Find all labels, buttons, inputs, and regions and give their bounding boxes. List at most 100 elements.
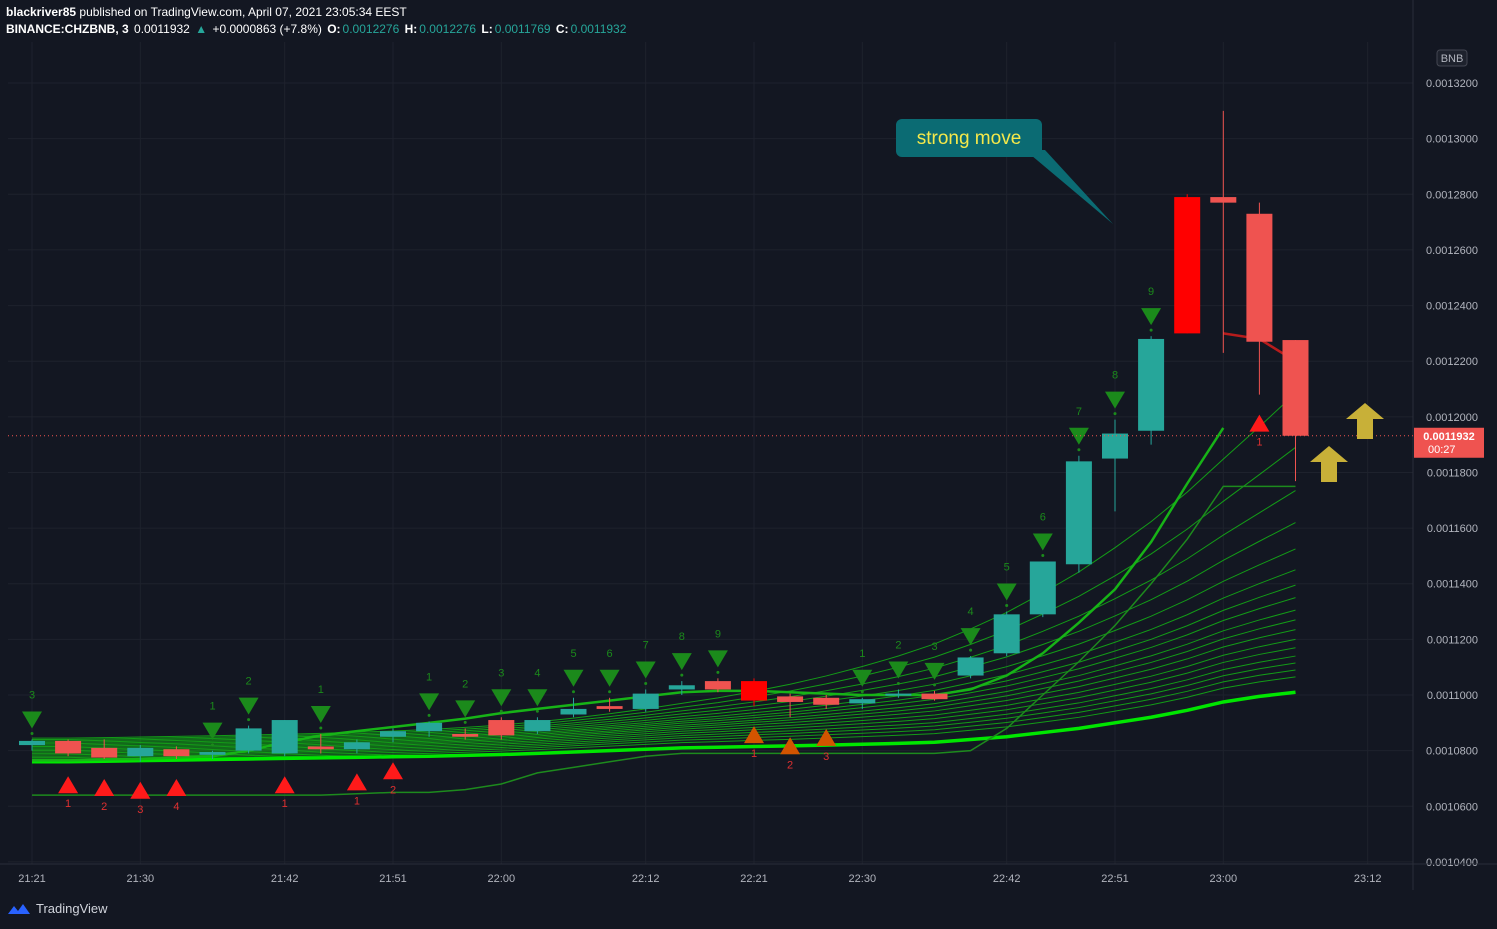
y-tick-label: 0.0013200 — [1426, 78, 1478, 90]
candle-body[interactable] — [1138, 338, 1165, 431]
buy-signal-triangle — [130, 781, 151, 799]
candle-body[interactable] — [416, 722, 443, 732]
x-tick-label: 22:12 — [632, 873, 660, 885]
annotation-callout-box[interactable] — [896, 119, 1042, 157]
candle-body[interactable] — [849, 699, 876, 704]
candle-body[interactable] — [19, 740, 45, 746]
signal-dot — [860, 690, 864, 694]
candle-body[interactable] — [1102, 433, 1128, 459]
buy-signal-triangle — [780, 737, 801, 755]
candle-body[interactable] — [127, 747, 154, 757]
signal-dot — [211, 743, 214, 747]
candle-body[interactable] — [55, 740, 82, 754]
sell-signal-triangle — [419, 693, 440, 711]
sell-signal-triangle — [202, 722, 223, 740]
candle-body[interactable] — [199, 752, 226, 755]
candle-body[interactable] — [91, 747, 118, 758]
signal-dot — [1041, 553, 1045, 557]
candle-body[interactable] — [1065, 461, 1092, 565]
close-value: 0.0011932 — [570, 22, 627, 36]
x-tick-label: 22:00 — [488, 873, 516, 885]
candle-body[interactable] — [1174, 197, 1201, 334]
signal-dot — [247, 718, 251, 722]
signal-dot — [30, 732, 34, 736]
sell-signal-count: 1 — [209, 701, 215, 713]
candle-body[interactable] — [524, 720, 551, 732]
buy-signal-count: 2 — [787, 759, 793, 771]
candle-body[interactable] — [957, 657, 984, 676]
candle-body[interactable] — [777, 696, 804, 702]
candles[interactable] — [19, 110, 1309, 762]
last-price-badge[interactable] — [1414, 427, 1484, 458]
publisher-name[interactable]: blackriver85 — [6, 5, 77, 19]
sell-signal-count: 6 — [607, 648, 613, 660]
y-tick-label: 0.0010600 — [1426, 801, 1478, 813]
candle-body[interactable] — [668, 685, 695, 690]
candle-body[interactable] — [596, 706, 623, 709]
candle-body[interactable] — [993, 614, 1020, 654]
low-label: L: — [481, 22, 493, 36]
sell-signal-count: 3 — [931, 641, 937, 653]
sell-signal-count: 4 — [534, 667, 540, 679]
candle-body[interactable] — [380, 731, 406, 737]
candle-body[interactable] — [343, 742, 370, 750]
candle-body[interactable] — [163, 749, 190, 757]
sell-signal-count: 8 — [1112, 370, 1118, 382]
last-price: 0.0011932 — [134, 22, 190, 36]
candle-body[interactable] — [271, 720, 298, 754]
sell-signal-triangle — [599, 669, 620, 687]
tradingview-logo[interactable]: TradingView — [6, 901, 108, 916]
low-value: 0.0011769 — [494, 22, 551, 36]
y-tick-label: 0.0011000 — [1427, 690, 1478, 702]
y-tick-label: 0.0011200 — [1427, 634, 1478, 646]
sell-signal-triangle — [852, 669, 873, 687]
candle-body[interactable] — [632, 693, 659, 709]
symbol-label: BINANCE:CHZBNB, 3 — [6, 22, 129, 36]
sell-signal-triangle — [1032, 533, 1053, 551]
buy-signal-triangle — [274, 776, 295, 794]
buy-signal-triangle — [744, 726, 764, 744]
y-tick-label: 0.0012000 — [1426, 412, 1478, 424]
annotation-callout-pointer — [1025, 150, 1113, 224]
ma-ribbon-line — [31, 447, 1296, 741]
sell-signal-count: 6 — [1040, 511, 1046, 523]
buy-signal-triangle — [166, 778, 187, 796]
price-change: +0.0000863 (+7.8%) — [212, 22, 322, 36]
currency-badge[interactable] — [1436, 49, 1468, 67]
buy-signal-triangle — [383, 762, 403, 780]
candle-body[interactable] — [1210, 197, 1237, 203]
y-tick-label: 0.0010800 — [1426, 746, 1478, 758]
candle-body[interactable] — [452, 733, 479, 737]
y-tick-label: 0.0011600 — [1427, 523, 1478, 535]
published-text: published on TradingView.com, April 07, … — [79, 5, 407, 19]
signal-dot — [1149, 328, 1153, 332]
sell-signal-triangle — [924, 662, 945, 680]
ma-ribbon-line — [31, 655, 1296, 757]
candle-body[interactable] — [741, 681, 767, 701]
buy-signal-triangle — [816, 728, 837, 746]
annotations[interactable]: strong move — [896, 119, 1384, 482]
candle-body[interactable] — [704, 681, 731, 690]
candle-body[interactable] — [488, 720, 515, 736]
candle-body[interactable] — [1246, 213, 1273, 342]
signal-dot — [716, 670, 720, 674]
candle-body[interactable] — [235, 728, 262, 751]
candle-body[interactable] — [560, 708, 587, 715]
ma-main-line — [32, 427, 1225, 762]
sell-signal-triangle — [888, 661, 909, 679]
buy-signal-triangle — [1249, 414, 1270, 432]
candle-body[interactable] — [1029, 561, 1056, 615]
candle-body[interactable] — [307, 746, 334, 750]
candle-body[interactable] — [921, 693, 948, 700]
sell-signal-triangle — [563, 669, 584, 687]
buy-signal-count: 1 — [1256, 437, 1262, 449]
candle-body[interactable] — [1282, 340, 1309, 436]
sell-signal-triangle — [1105, 391, 1125, 409]
chart-header: blackriver85 published on TradingView.co… — [6, 4, 628, 38]
close-label: C: — [555, 22, 569, 36]
candle-body[interactable] — [885, 693, 912, 696]
candle-body[interactable] — [813, 697, 840, 705]
x-tick-label: 22:30 — [849, 873, 877, 885]
x-tick-label: 23:12 — [1354, 873, 1382, 885]
